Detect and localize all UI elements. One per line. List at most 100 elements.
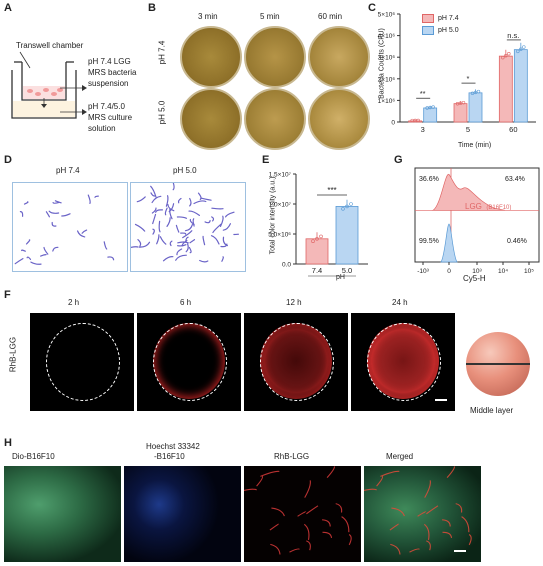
rhb-streak [304,480,311,498]
legend-swatch-ph74 [422,14,434,23]
chart-g-xtick-label: -10³ [417,268,429,275]
bacteria-rod [52,246,59,252]
sphere-caption: Middle layer [470,406,514,415]
chart-c-bar [423,107,438,123]
top-solution-line2: MRS bacteria [88,68,137,77]
rhb-streak [297,511,307,517]
chart-e-point [319,234,323,239]
bacteria-rod [176,216,188,219]
bacteria-rod [189,197,192,207]
bacteria-rod [150,192,156,197]
chart-c-legend: pH 7.4 pH 5.0 [422,14,459,35]
rhb-streak [256,475,264,487]
bacteria-rod [152,228,155,235]
spheroid-image-12h [244,313,348,411]
bacteria-rod [150,185,157,198]
bacteria-rod [152,213,157,225]
chart-g-xtick-label: 10⁵ [524,268,534,275]
bacteria-rod [222,223,231,231]
chart-c-xtick-label: 3 [421,125,425,134]
time-label-2h: 2 h [68,298,80,307]
panel-h: Dio-B16F10 Hoechst 33342 -B16F10 RhB-LGG… [0,438,543,566]
rhb-streak [390,543,401,555]
bacteria-image-ph74 [12,182,128,272]
bacteria-rod [220,243,228,248]
bacteria-rod [136,196,146,203]
bacteria-rod [177,197,182,204]
bacteria-rod [175,254,187,261]
spheroid-image-2h [30,313,134,411]
panel-letter-d: D [4,154,12,166]
panel-letter-b: B [148,2,156,14]
bacteria-rod [52,201,60,204]
bacteria-rod [151,207,157,214]
chart-c-point [473,90,478,95]
bacteria-rod [182,230,193,239]
panel-letter-f: F [4,289,11,301]
transwell-label: Transwell chamber [16,41,84,50]
chart-e-ylabel: Total color intensity (a.u.) [269,176,277,255]
top-solution-line3: suspension [88,79,129,88]
chart-c-bar [468,92,483,123]
chart-c-ytick-label: 3×10⁶ [378,55,396,62]
panel-d-right-label: pH 5.0 [173,166,197,175]
bacteria-rod [172,183,175,191]
rhb-streak [269,523,279,531]
bacteria-rod [185,236,189,242]
time-label-5min: 5 min [260,12,280,21]
rhb-streak [303,523,310,540]
rhb-streak [306,505,319,515]
bacteria-rod [45,211,50,218]
chart-g-xtick-label: 0 [447,268,451,275]
bacteria-rod [151,195,162,204]
rhb-streak [446,466,456,478]
rhb-streak [335,503,343,513]
chart-c-sig-label: n.s. [507,31,519,40]
quadrant-ll: 99.5% [419,238,439,245]
label-hoechst-2: -B16F10 [154,452,185,461]
panel-letter-e: E [262,154,270,166]
chart-c-sig-label: ** [420,89,426,98]
bacteria-rod [23,201,29,205]
legend-label-ph74: pH 7.4 [438,15,459,22]
bacteria-rod [81,229,88,234]
row-label-rhb-lgg: RhB-LGG [8,336,18,373]
bacteria-rod [167,203,175,212]
rhb-streak [326,466,336,478]
series-label-lgg: LGG (B16F10) [465,196,511,214]
bacteria-rod [189,239,196,244]
chart-g-svg: -10³ 0 10³ 10⁴ 10⁵ [414,167,540,275]
bacteria-rod [165,195,169,207]
bacteria-rod [185,243,189,253]
chart-c-svg: 0 1×10⁶ 2×10⁶ 3×10⁶ 4×10⁶ 5×10⁶ 3 ** 5 * 60 n.s. [378,12,536,134]
row-label-ph74: pH 7.4 [157,40,167,65]
bacteria-rod [30,261,42,265]
rhb-streak [426,505,439,515]
chart-c-ylabel: Bacteria Counts (CFU) [378,28,386,99]
chart-c-sig-label: * [467,74,470,83]
chart-e-point [349,202,353,206]
spheroid-outline-6h [153,323,227,401]
rhb-streak [455,503,463,513]
petri-dish-50-3 [180,88,242,150]
chart-c-ytick-label: 5×10⁶ [378,12,396,19]
time-label-3min: 3 min [198,12,218,21]
bacteria-rod [222,236,228,247]
quadrant-ul: 36.6% [419,176,439,183]
bacteria-rod [26,256,32,260]
bacteria-rod [177,244,187,247]
chart-c-bar [453,103,468,123]
bacteria-rod [175,224,180,233]
bacteria-rod [200,197,212,201]
chart-c-point [519,47,523,51]
chart-e-xlabel: pH [336,274,345,281]
rhb-streak [468,534,472,546]
rhb-streak [289,548,300,553]
image-hoechst-blue [124,466,241,562]
bacteria-rod [166,217,171,227]
bacteria-rod [138,241,151,248]
bacteria-rod [211,216,215,222]
rhb-streak [442,531,453,538]
rhb-streak [417,511,427,517]
chart-e-ytick-label: 1.5×10⁷ [269,172,292,179]
